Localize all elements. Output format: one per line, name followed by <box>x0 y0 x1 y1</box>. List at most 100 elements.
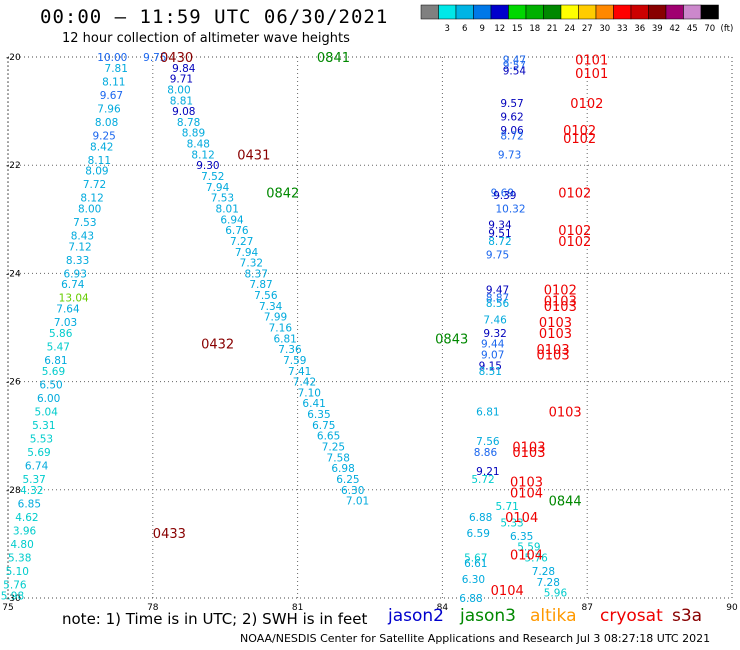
wave-height-value: 9.30 <box>196 160 219 172</box>
pass-time-label: 0102 <box>544 284 577 299</box>
wave-height-value: 7.56 <box>254 290 278 302</box>
credit-line: NOAA/NESDIS Center for Satellite Applica… <box>240 632 711 645</box>
wave-height-value: 4.80 <box>10 539 33 551</box>
wave-height-value: 9.47 <box>486 285 509 297</box>
pass-time-label: 0103 <box>549 405 582 420</box>
wave-height-value: 8.42 <box>90 141 113 153</box>
pass-time-label: 0101 <box>575 67 608 82</box>
wave-height-value: 5.31 <box>32 420 55 432</box>
scale-swatch-label: 39 <box>652 24 663 34</box>
y-tick-label: -28 <box>6 486 21 496</box>
y-tick-label: -20 <box>6 53 21 63</box>
x-tick-label: 78 <box>147 603 159 613</box>
wave-height-value: 9.54 <box>503 66 527 78</box>
chart-axes <box>7 56 733 599</box>
pass-time-label: 0102 <box>563 124 596 139</box>
wave-height-value: 9.69 <box>491 187 514 199</box>
wave-height-value: 8.11 <box>102 76 125 88</box>
wave-height-value: 5.59 <box>517 542 540 554</box>
pass-time-label: 0841 <box>317 51 350 66</box>
wave-height-value: 8.48 <box>187 139 210 151</box>
wave-height-value: 7.10 <box>298 387 321 399</box>
wave-height-value: 9.51 <box>488 228 511 240</box>
wave-height-value: 5.10 <box>6 566 29 578</box>
wave-height-value: 7.53 <box>73 217 96 229</box>
scale-swatch <box>595 4 614 20</box>
scale-swatch-label: 24 <box>564 24 575 34</box>
wave-height-value: 8.78 <box>177 117 200 129</box>
scale-swatch <box>665 4 684 20</box>
wave-height-value: 6.85 <box>18 498 41 510</box>
wave-height-value: 7.59 <box>283 355 306 367</box>
wave-height-value: 6.65 <box>317 431 340 443</box>
scale-swatch <box>560 4 579 20</box>
wave-height-value: 8.00 <box>167 84 190 96</box>
scale-swatch <box>455 4 474 20</box>
pass-time-label: 0103 <box>510 476 543 491</box>
wave-height-value: 5.69 <box>27 447 50 459</box>
wave-height-value: 9.39 <box>493 190 516 202</box>
wave-height-value: 8.37 <box>245 268 268 280</box>
chart-title: 00:00 – 11:59 UTC 06/30/2021 <box>40 6 389 28</box>
scale-swatch-label: 18 <box>529 24 540 34</box>
x-tick-label: 75 <box>2 603 13 613</box>
wave-height-value: 10.00 <box>97 52 127 64</box>
wave-height-value: 9.06 <box>500 125 524 137</box>
scale-swatch <box>508 4 527 20</box>
wave-height-value: 5.76 <box>3 579 27 591</box>
chart-subtitle: 12 hour collection of altimeter wave hei… <box>62 31 350 46</box>
scale-swatch-label: 30 <box>599 24 610 34</box>
wave-height-value: 6.88 <box>459 593 482 605</box>
wave-height-value: 7.27 <box>230 236 253 248</box>
wave-height-value: 9.57 <box>500 98 523 110</box>
wave-height-value: 8.09 <box>85 166 108 178</box>
wave-height-value: 8.51 <box>479 366 502 378</box>
wave-height-value: 3.96 <box>13 525 37 537</box>
pass-time-label: 0103 <box>537 343 570 358</box>
wave-height-value: 7.94 <box>206 182 230 194</box>
wave-height-value: 6.35 <box>510 531 533 543</box>
y-tick-label: -26 <box>6 378 21 388</box>
wave-height-value: 6.81 <box>476 406 499 418</box>
wave-height-value: 5.98 <box>1 590 24 602</box>
scale-swatch-label: 15 <box>512 24 523 34</box>
wave-height-value: 8.01 <box>216 203 239 215</box>
wave-height-value: 8.89 <box>182 128 205 140</box>
pass-time-label: 0103 <box>544 294 577 309</box>
wave-height-values: 10.007.818.119.677.968.089.258.428.118.0… <box>1 52 568 605</box>
wave-height-value: 5.69 <box>42 366 65 378</box>
scale-swatch <box>543 4 562 20</box>
wave-height-value: 9.67 <box>100 90 123 102</box>
wave-height-value: 9.34 <box>488 220 512 232</box>
satellite-s3a: s3a <box>672 606 703 626</box>
satellite-jason3: jason3 <box>460 606 516 626</box>
pass-time-label: 0102 <box>570 97 603 112</box>
scale-swatch <box>683 4 702 20</box>
scale-swatch <box>525 4 544 20</box>
wave-height-value: 6.59 <box>467 528 490 540</box>
wave-height-value: 9.44 <box>481 339 505 351</box>
scale-swatch-label: 36 <box>634 24 645 34</box>
pass-time-label: 0844 <box>549 495 582 510</box>
wave-height-value: 7.58 <box>327 452 350 464</box>
scale-swatch-label: 9 <box>480 24 485 34</box>
wave-height-value: 8.87 <box>486 293 509 305</box>
wave-height-value: 5.33 <box>500 517 523 529</box>
wave-height-value: 8.12 <box>80 193 103 205</box>
wave-height-value: 7.96 <box>97 103 121 115</box>
scale-swatch-label: 3 <box>445 24 450 34</box>
scale-swatch <box>438 4 457 20</box>
wave-height-value: 5.86 <box>49 328 73 340</box>
wave-height-value: 6.98 <box>331 463 354 475</box>
scale-swatch <box>700 4 719 20</box>
wave-height-value: 9.08 <box>172 106 195 118</box>
wave-height-value: 7.99 <box>264 312 287 324</box>
wave-height-value: 9.71 <box>170 74 193 86</box>
wave-height-value: 7.16 <box>269 323 293 335</box>
pass-time-label: 0104 <box>491 584 524 599</box>
pass-time-label: 0843 <box>435 332 468 347</box>
wave-height-value: 7.94 <box>235 247 259 259</box>
plot-frame <box>7 56 733 599</box>
wave-height-value: 7.28 <box>537 577 560 589</box>
